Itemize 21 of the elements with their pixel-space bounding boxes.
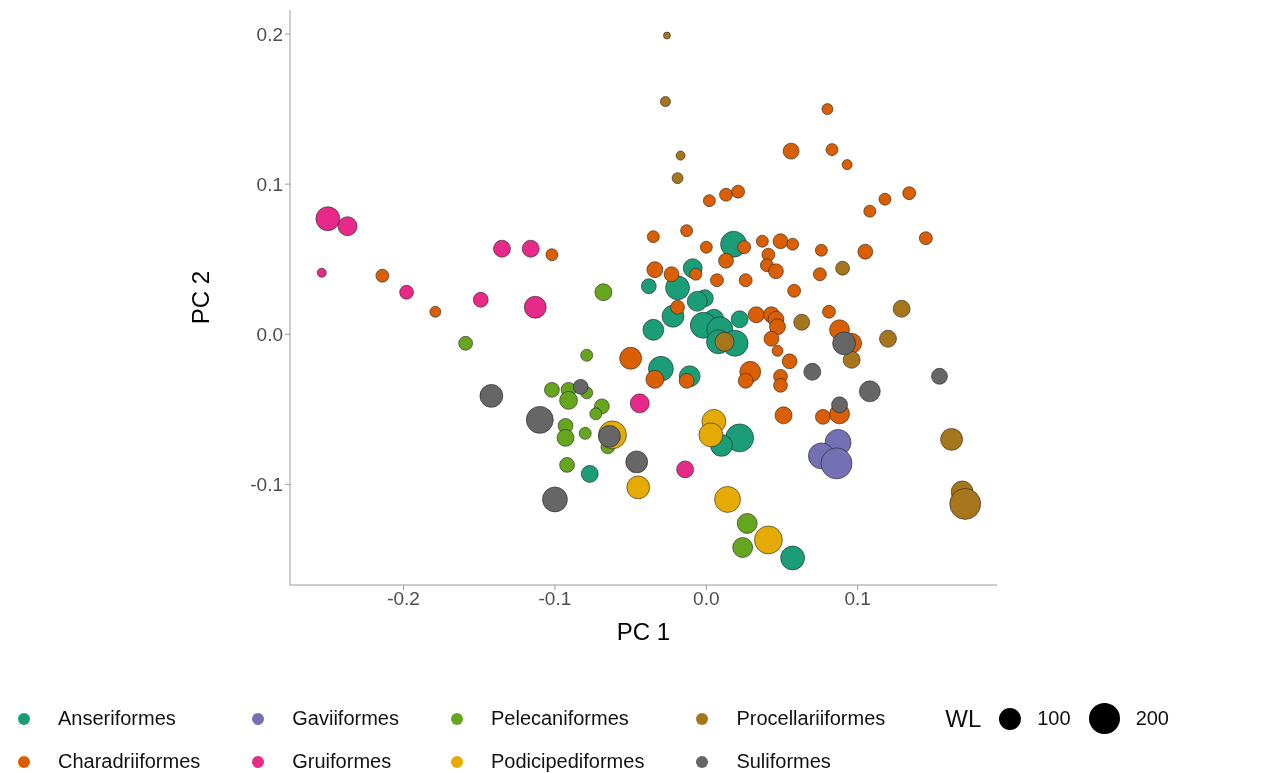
x-tick-label: 0.0 [693,588,720,610]
x-tick-label: -0.1 [538,588,572,610]
y-tick-label: 0.1 [256,173,283,195]
legend-label: Anseriformes [58,707,176,730]
legend-label: 100 [1037,706,1071,730]
y-tick-label: 0.2 [256,23,283,45]
y-tick-label: -0.1 [250,474,283,496]
legend-label: Pelecaniformes [490,707,629,730]
x-axis-title: PC 1 [616,618,671,645]
legend-label: Gaviiformes [292,707,399,730]
y-axis-title: PC 2 [186,270,214,325]
y-tick-label: 0.0 [256,324,283,346]
legend-title: WL [945,704,982,733]
legend-label: Charadriiformes [58,750,201,773]
legend-label: 200 [1135,707,1169,730]
legend-label: Podicipediformes [490,750,645,773]
x-tick-label: 0.1 [844,588,871,610]
x-tick-label: -0.2 [387,588,420,610]
legend-label: Procellariiformes [736,707,886,730]
legend-label: Gruiformes [292,750,392,773]
legend-label: Suliformes [736,750,831,773]
